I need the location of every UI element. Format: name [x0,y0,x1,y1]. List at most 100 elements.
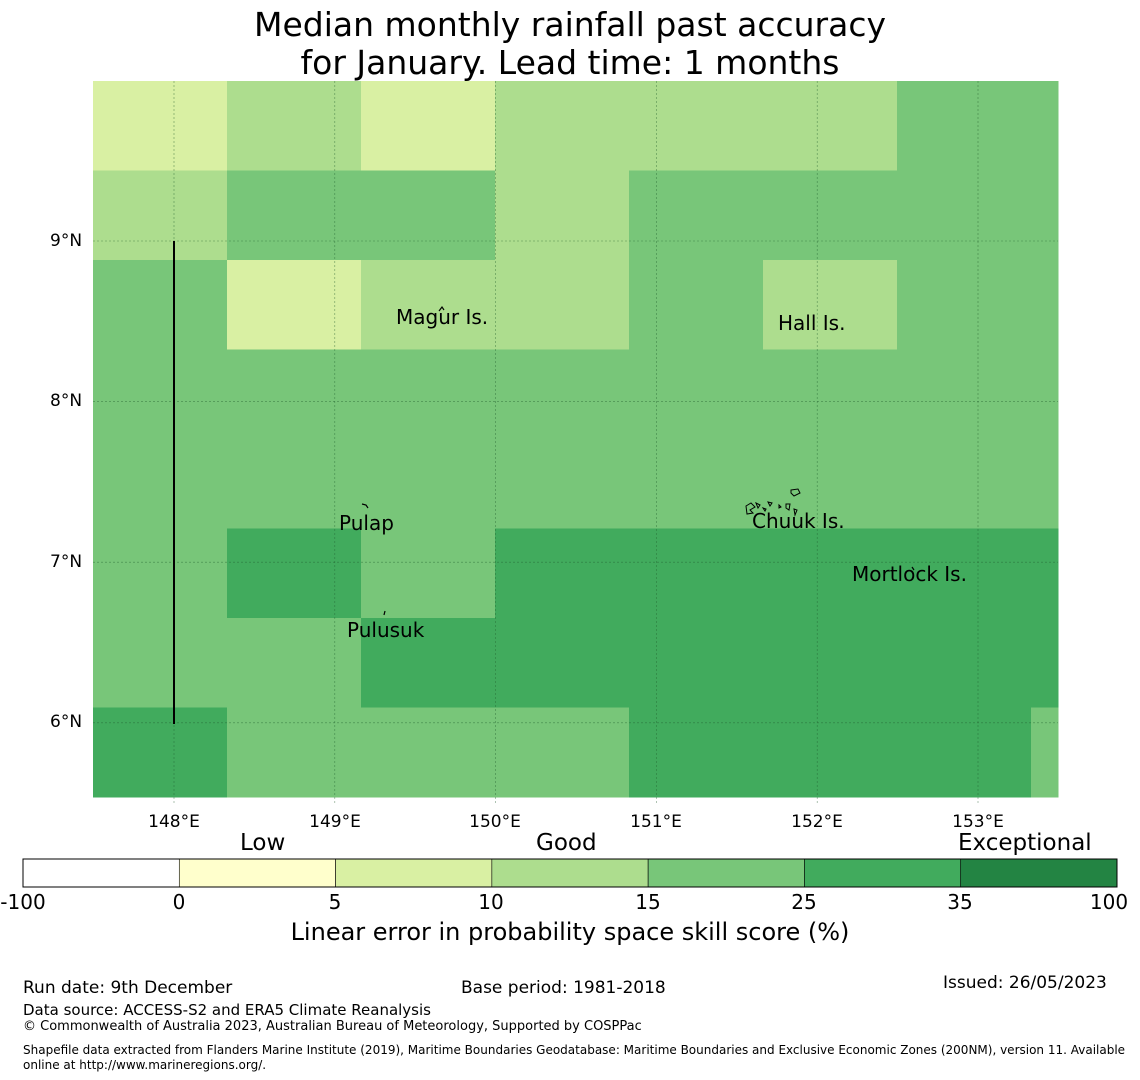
skill-cell [227,439,362,529]
skill-cell [763,528,898,619]
island-outlines [361,305,915,616]
skill-cell [361,618,496,708]
skill-cell [495,439,630,529]
place-label-pulusuk: Pulusuk [347,618,425,642]
skill-cell [227,170,362,261]
skill-cell [361,349,496,440]
place-label-magur: Magur Is. [396,305,489,329]
skill-cell [629,170,764,261]
colorbar-bin [804,858,962,888]
skill-cell [897,618,1032,708]
skill-cell [495,170,630,261]
skill-cell [227,349,362,440]
skill-cell [629,618,764,708]
skill-cell [1031,81,1059,171]
copyright: © Commonwealth of Australia 2023, Austra… [23,1019,642,1034]
skill-cell [763,618,898,708]
colorbar-bin [22,858,180,888]
colorbar-bin [335,858,493,888]
issued-date: Issued: 26/05/2023 [943,973,1107,993]
lon-label-148e: 148°E [148,812,200,832]
skill-cell [897,170,1032,261]
skill-cell [227,260,362,350]
lon-label-150e: 150°E [469,812,521,832]
colorbar-bin [960,858,1118,888]
colorbar [22,858,1118,888]
skill-cell [93,170,228,261]
skill-cell [897,439,1032,529]
skill-cell [763,349,898,440]
skill-cell [897,349,1032,440]
skill-cell [629,439,764,529]
skill-cell [227,81,362,171]
place-label-mortlock: Mortlock Is. [852,562,967,586]
colorbar-tick: 0 [172,890,186,914]
data-source: Data source: ACCESS-S2 and ERA5 Climate … [23,1001,431,1019]
skill-cell [1031,439,1059,529]
skill-map [93,81,1059,804]
mortlock-island-outline [911,566,915,571]
category-good: Good [536,830,597,856]
skill-cell [1031,528,1059,619]
skill-cell [495,81,630,171]
skill-cell [1031,170,1059,261]
colorbar-tick: 15 [635,890,661,914]
skill-cell [495,528,630,619]
lon-label-152e: 152°E [791,812,843,832]
colorbar-bin [491,858,649,888]
lat-label-7n: 7°N [50,552,83,572]
base-period: Base period: 1981-2018 [461,978,666,998]
colorbar-tick: -100 [0,890,46,914]
skill-cell [227,528,362,619]
colorbar-bin [178,858,336,888]
colorbar-tick: 35 [947,890,973,914]
colorbar-tick: 10 [478,890,504,914]
skill-cell [763,439,898,529]
skill-cell [93,81,228,171]
skill-cell [227,618,362,708]
colorbar-tick: 25 [791,890,817,914]
skill-cell [361,81,496,171]
skill-cell [361,528,496,619]
skill-cell [629,349,764,440]
colorbar-bin [647,858,805,888]
place-label-hall: Hall Is. [778,311,846,335]
skill-cell [93,439,228,529]
skill-cell [897,260,1032,350]
chuuk-lagoon-islands [745,488,801,517]
colorbar-tick: 5 [328,890,342,914]
skill-cell [93,349,228,440]
skill-cell [1031,260,1059,350]
pulusuk-island-outline [383,610,386,616]
lon-label-149e: 149°E [309,812,361,832]
skill-cell [361,260,496,350]
place-label-chuuk: Chuuk Is. [752,509,845,533]
shapefile-credit-line1: Shapefile data extracted from Flanders M… [23,1043,1126,1057]
category-exceptional: Exceptional [958,830,1092,856]
skill-cell [495,349,630,440]
lon-label-151e: 151°E [630,812,682,832]
category-low: Low [240,830,286,856]
run-date: Run date: 9th December [23,978,233,998]
colorbar-title: Linear error in probability space skill … [290,918,850,946]
skill-cell [629,260,764,350]
map-title-line1: Median monthly rainfall past accuracy [253,5,887,44]
skill-cell [1031,618,1059,708]
map-title-line2: for January. Lead time: 1 months [300,43,840,82]
magur-island-outline [438,305,445,312]
colorbar-frame [22,858,1118,888]
place-label-pulap: Pulap [339,511,394,535]
skill-cell [629,528,764,619]
lat-label-8n: 8°N [50,391,83,411]
skill-cell [93,260,228,350]
skill-cell [495,618,630,708]
skill-cell [763,81,898,171]
skill-cell [629,81,764,171]
skill-cell [361,439,496,529]
skill-cell [897,81,1032,171]
lat-label-6n: 6°N [50,712,83,732]
skill-cell [763,260,898,350]
lat-label-9n: 9°N [50,231,83,251]
lon-label-153e: 153°E [952,812,1004,832]
colorbar-tick: 100 [1089,890,1129,914]
